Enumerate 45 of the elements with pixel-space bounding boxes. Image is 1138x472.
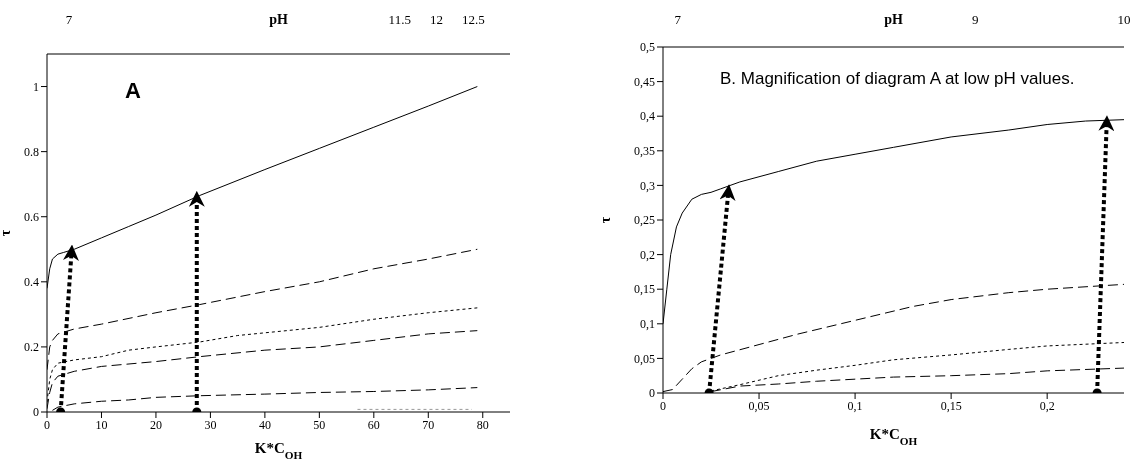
y-tick-label: 0,25 <box>634 213 655 228</box>
y-tick-label: 0.2 <box>24 340 39 355</box>
x2-tick-label: 9 <box>972 12 979 27</box>
x2-tick-label: 10 <box>1117 12 1131 27</box>
x2-tick-label: 7 <box>674 12 682 27</box>
y-tick-label: 0,5 <box>640 40 655 55</box>
y-tick-label: 0.8 <box>24 144 39 159</box>
x-tick-label: 0,05 <box>748 398 770 413</box>
x-tick-label: 60 <box>367 417 380 432</box>
y-tick-label: 0,4 <box>640 109 655 124</box>
y-tick-label: 0,1 <box>640 317 655 332</box>
y-tick-label: 0.4 <box>24 275 39 290</box>
x-tick-label: 20 <box>149 417 162 432</box>
x2-tick-label: 7 <box>65 12 73 27</box>
x-tick-label: 0,15 <box>940 398 962 413</box>
y-tick-label: 0,35 <box>634 144 655 159</box>
y-tick-label: 0,2 <box>640 247 655 262</box>
x2-tick-label: 11.5 <box>388 12 411 27</box>
x-tick-label: 80 <box>476 417 489 432</box>
annotation: B. Magnification of diagram A at low pH values. <box>720 69 1075 89</box>
x2-tick-label: 12 <box>430 12 444 27</box>
x-tick-label: 0 <box>44 417 50 432</box>
x-tick-label: 0,1 <box>847 398 863 413</box>
x-axis-title: K*C$_{OH}$ <box>254 440 303 461</box>
x-tick-label: 10 <box>95 417 108 432</box>
x-tick-label: 70 <box>422 417 435 432</box>
x-tick-label: 30 <box>204 417 217 432</box>
y-tick-label: 0.6 <box>24 209 39 224</box>
y-tick-label: 0,05 <box>634 351 655 366</box>
annotation: A <box>125 78 141 104</box>
y-axis-title: τ <box>0 229 13 237</box>
y-tick-label: 1 <box>33 79 39 94</box>
x-axis-title: K*C$_{OH}$ <box>869 426 918 447</box>
x2-axis-title: pH <box>269 12 288 27</box>
x-tick-label: 0 <box>660 398 666 413</box>
x2-tick-label: 12.5 <box>461 12 485 27</box>
x-tick-label: 50 <box>313 417 326 432</box>
x-tick-label: 0,2 <box>1039 398 1055 413</box>
y-tick-label: 0,15 <box>634 282 655 297</box>
x-tick-label: 40 <box>258 417 271 432</box>
y-tick-label: 0,3 <box>640 178 655 193</box>
y-tick-label: 0 <box>649 386 655 401</box>
x2-axis-title: pH <box>884 12 903 27</box>
y-tick-label: 0,45 <box>634 74 655 89</box>
y-axis-title: τ <box>598 216 613 224</box>
